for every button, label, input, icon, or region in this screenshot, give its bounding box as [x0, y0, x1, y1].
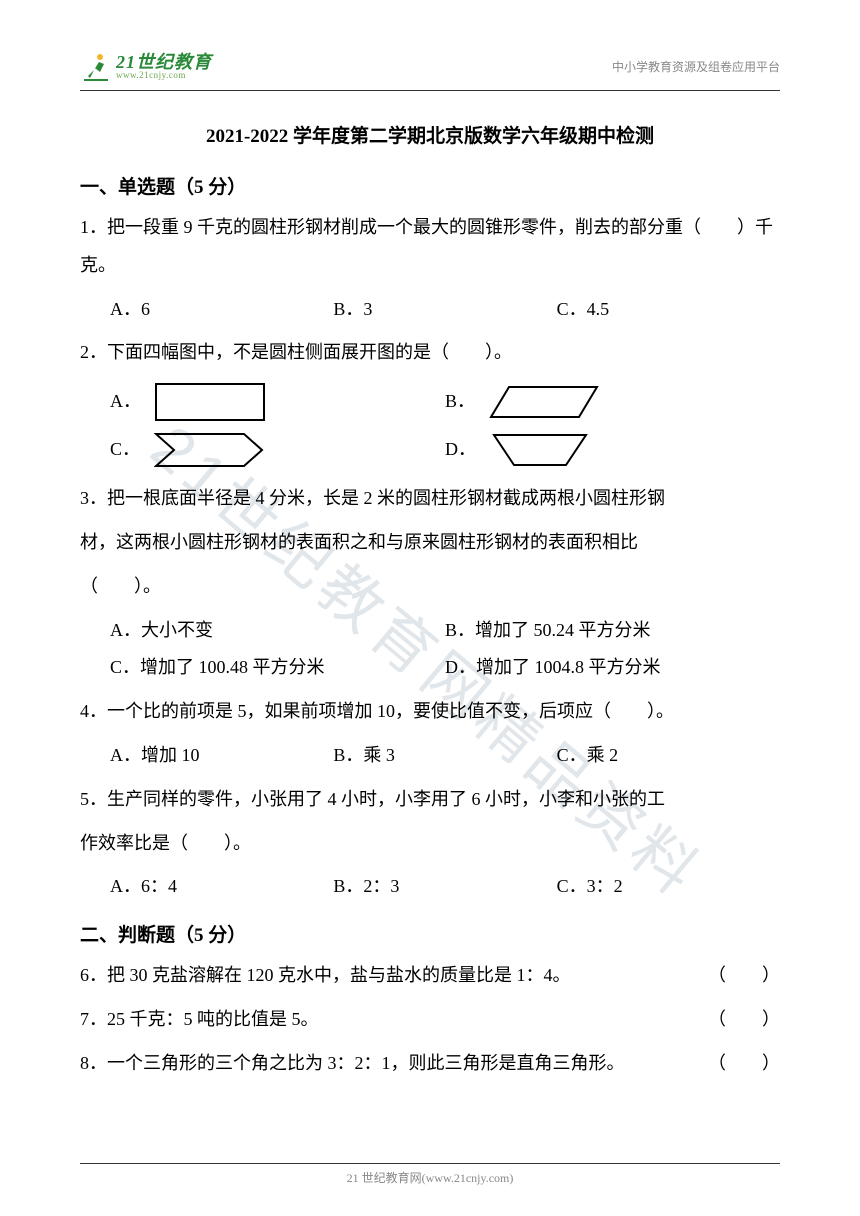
q1-option-b: B．3 [333, 291, 556, 329]
rectangle-icon [155, 383, 265, 421]
q5-option-c: C．3：2 [557, 868, 780, 906]
q2-option-a: A． [110, 378, 445, 426]
q5-option-b: B．2：3 [333, 868, 556, 906]
q2-option-b: B． [445, 378, 780, 426]
section-1-heading: 一、单选题（5 分） [80, 172, 780, 199]
section-2-heading: 二、判断题（5 分） [80, 920, 780, 947]
q3-option-b: B．增加了 50.24 平方分米 [445, 612, 780, 650]
q4-option-a: A．增加 10 [110, 737, 333, 775]
q2-label-d: D． [445, 431, 476, 469]
q6-text: 6．把 30 克盐溶解在 120 克水中，盐与盐水的质量比是 1：4。 [80, 957, 571, 995]
header: 21世纪教育 www.21cnjy.com 中小学教育资源及组卷应用平台 [80, 50, 780, 82]
question-4-options: A．增加 10 B．乘 3 C．乘 2 [110, 737, 780, 775]
q1-option-c: C．4.5 [557, 291, 780, 329]
q2-label-c: C． [110, 431, 140, 469]
question-1: 1．把一段重 9 千克的圆柱形钢材削成一个最大的圆锥形零件，削去的部分重（ ）千… [80, 209, 780, 285]
question-7: 7．25 千克：5 吨的比值是 5。 （ ） [80, 1001, 780, 1039]
q7-text: 7．25 千克：5 吨的比值是 5。 [80, 1001, 319, 1039]
question-1-options: A．6 B．3 C．4.5 [110, 291, 780, 329]
header-divider [80, 90, 780, 91]
q4-option-c: C．乘 2 [557, 737, 780, 775]
q7-paren: （ ） [708, 1001, 780, 1039]
question-6: 6．把 30 克盐溶解在 120 克水中，盐与盐水的质量比是 1：4。 （ ） [80, 957, 780, 995]
q4-option-b: B．乘 3 [333, 737, 556, 775]
q6-paren: （ ） [708, 957, 780, 995]
q2-option-c: C． [110, 426, 445, 474]
q2-label-a: A． [110, 383, 141, 421]
footer-text: 21 世纪教育网(www.21cnjy.com) [0, 1169, 860, 1186]
footer-divider [80, 1163, 780, 1164]
parallelogram-icon [489, 383, 599, 421]
question-4: 4．一个比的前项是 5，如果前项增加 10，要使比值不变，后项应（ ）。 [80, 693, 780, 731]
page-title: 2021-2022 学年度第二学期北京版数学六年级期中检测 [80, 121, 780, 148]
question-2: 2．下面四幅图中，不是圆柱侧面展开图的是（ ）。 [80, 334, 780, 372]
q3-option-d: D．增加了 1004.8 平方分米 [445, 649, 780, 687]
q3-option-a: A．大小不变 [110, 612, 445, 650]
question-3-options: A．大小不变 B．增加了 50.24 平方分米 C．增加了 100.48 平方分… [110, 612, 780, 688]
logo-sub-text: www.21cnjy.com [116, 71, 212, 80]
question-2-options: A． B． C． D． [110, 378, 780, 474]
question-5-line1: 5．生产同样的零件，小张用了 4 小时，小李用了 6 小时，小李和小张的工 [80, 781, 780, 819]
question-3-line1: 3．把一根底面半径是 4 分米，长是 2 米的圆柱形钢材截成两根小圆柱形钢 [80, 480, 780, 518]
q8-paren: （ ） [708, 1045, 780, 1083]
logo-main-text: 21世纪教育 [116, 53, 212, 71]
arrow-shape-icon [154, 430, 264, 470]
page-container: 21世纪教育 www.21cnjy.com 中小学教育资源及组卷应用平台 202… [0, 0, 860, 1216]
trapezoid-icon [490, 431, 590, 469]
question-3-line2: 材，这两根小圆柱形钢材的表面积之和与原来圆柱形钢材的表面积相比 [80, 524, 780, 562]
q2-label-b: B． [445, 383, 475, 421]
q8-text: 8．一个三角形的三个角之比为 3：2：1，则此三角形是直角三角形。 [80, 1045, 625, 1083]
logo: 21世纪教育 www.21cnjy.com [80, 50, 212, 82]
q5-option-a: A．6：4 [110, 868, 333, 906]
question-5-line2: 作效率比是（ ）。 [80, 825, 780, 863]
header-right-text: 中小学教育资源及组卷应用平台 [612, 58, 780, 75]
q3-option-c: C．增加了 100.48 平方分米 [110, 649, 445, 687]
logo-runner-icon [80, 50, 112, 82]
q2-option-d: D． [445, 426, 780, 474]
question-5-options: A．6：4 B．2：3 C．3：2 [110, 868, 780, 906]
question-8: 8．一个三角形的三个角之比为 3：2：1，则此三角形是直角三角形。 （ ） [80, 1045, 780, 1083]
logo-text: 21世纪教育 www.21cnjy.com [116, 53, 212, 80]
q1-option-a: A．6 [110, 291, 333, 329]
question-3-line3: （ ）。 [80, 568, 780, 606]
